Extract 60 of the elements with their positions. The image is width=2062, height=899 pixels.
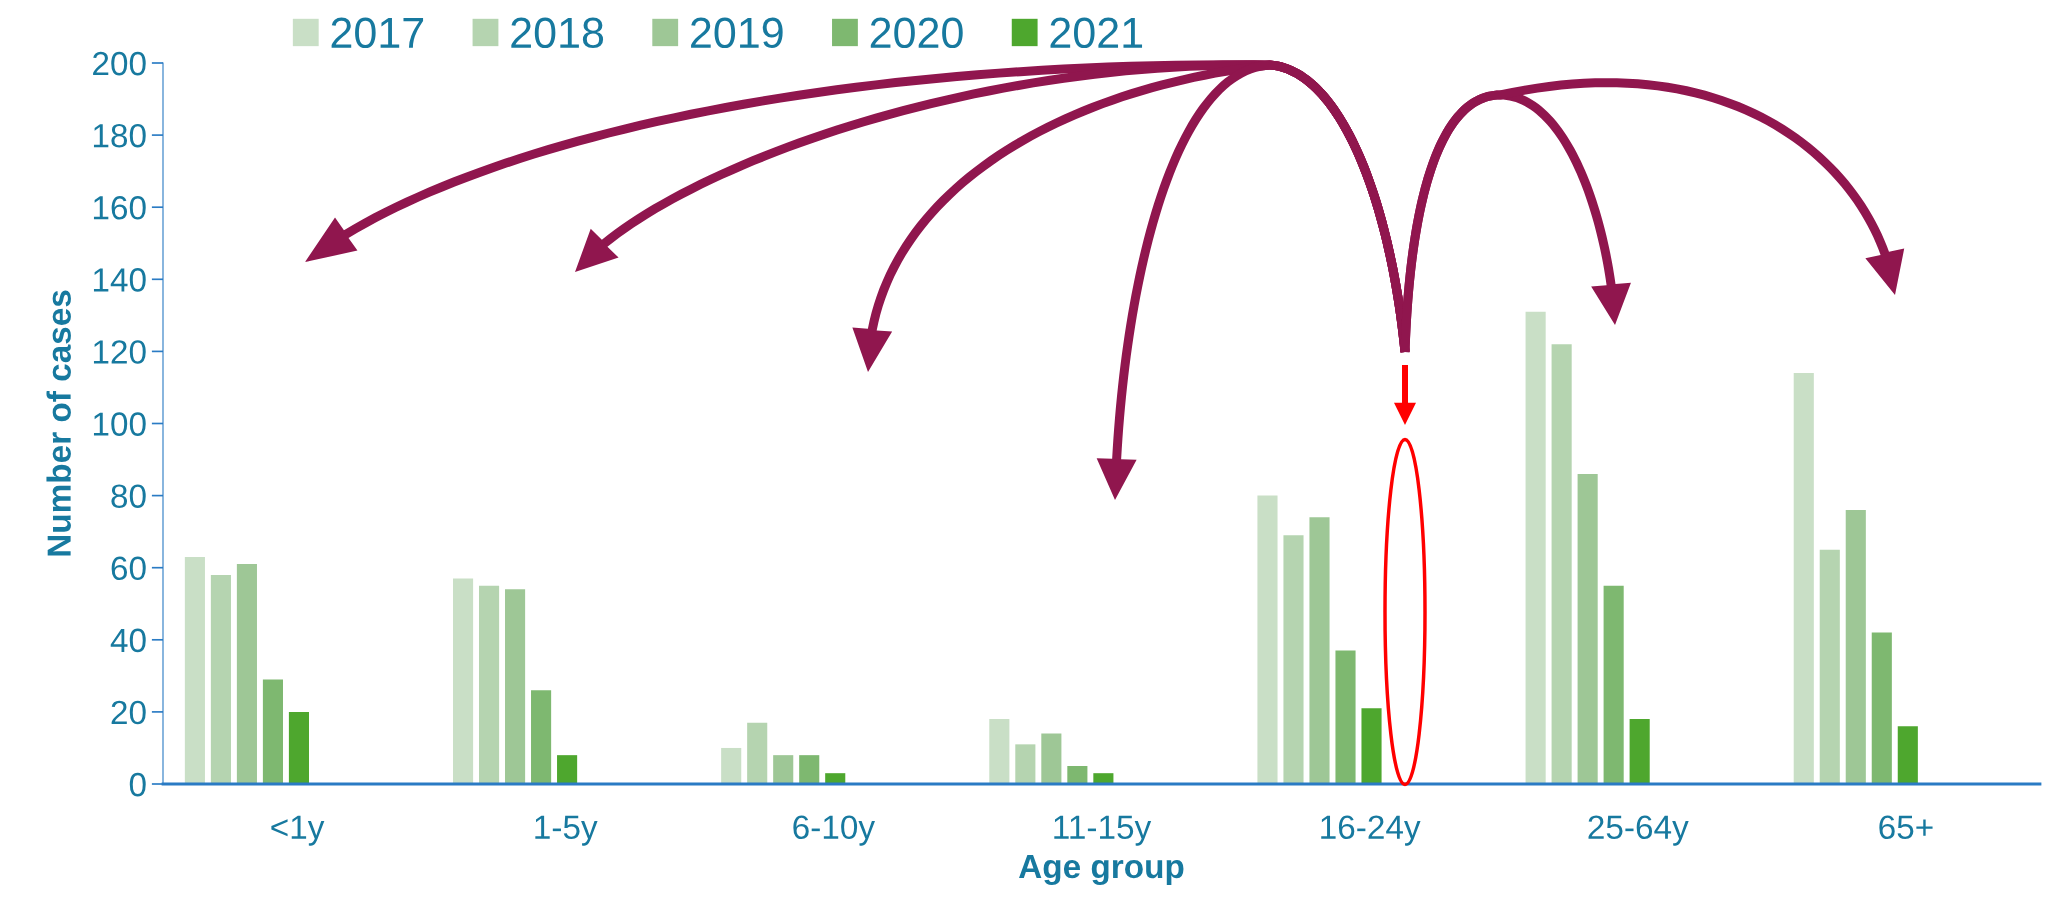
- x-tick-label: 16-24y: [1321, 815, 1421, 846]
- legend-label: 2021: [1050, 17, 1143, 49]
- y-tick-label: 200: [93, 51, 146, 76]
- bar: [721, 747, 742, 784]
- bar: [479, 585, 500, 784]
- bar: [505, 589, 526, 784]
- bar: [236, 564, 257, 784]
- y-axis-title: Number of cases: [46, 290, 71, 556]
- bar: [184, 556, 205, 784]
- bar: [989, 719, 1010, 784]
- y-tick-label: 100: [93, 412, 146, 436]
- bar: [747, 722, 768, 784]
- bar: [531, 690, 552, 784]
- bar: [1551, 344, 1572, 784]
- bar: [825, 773, 846, 784]
- legend-label: 2019: [691, 17, 783, 49]
- bar: [453, 578, 474, 784]
- bar: [1015, 744, 1036, 784]
- y-tick-label: 20: [111, 700, 146, 725]
- y-tick-label: 160: [93, 196, 146, 220]
- bar: [1819, 549, 1840, 784]
- bar: [210, 574, 231, 784]
- bar: [1335, 650, 1356, 784]
- bar: [1067, 765, 1088, 784]
- bar: [1309, 517, 1330, 784]
- bar: [1257, 495, 1278, 784]
- bar: [1361, 708, 1382, 784]
- y-tick-label: 180: [93, 123, 146, 148]
- y-tick-label: 60: [111, 556, 146, 581]
- bar: [1871, 632, 1892, 784]
- bar: [1603, 585, 1624, 784]
- legend-label: 2020: [870, 17, 963, 49]
- bar: [1041, 733, 1062, 784]
- bar: [1577, 473, 1598, 784]
- x-tick-label: 11-15y: [1054, 815, 1152, 846]
- bar: [799, 755, 820, 784]
- bar: [1093, 773, 1114, 784]
- x-tick-label: <1y: [271, 815, 325, 846]
- bar: [1283, 535, 1304, 784]
- y-tick-label: 40: [110, 628, 146, 653]
- bar: [1897, 726, 1918, 784]
- x-tick-label: 1-5y: [535, 815, 598, 846]
- bar: [262, 679, 283, 784]
- x-axis-title: Age group: [1019, 855, 1184, 886]
- bar: [1845, 510, 1866, 784]
- bar: [1629, 719, 1650, 784]
- bar: [1793, 373, 1814, 784]
- y-tick-label: 140: [93, 268, 146, 292]
- legend-label: 2018: [511, 17, 604, 49]
- y-tick-label: 120: [93, 340, 146, 364]
- legend-label: 2017: [331, 17, 424, 49]
- y-tick-label: 0: [129, 772, 146, 797]
- bar: [773, 755, 794, 784]
- x-tick-label: 6-10y: [793, 815, 875, 846]
- y-tick-label: 80: [111, 484, 146, 509]
- bar: [557, 755, 578, 784]
- bar: [288, 711, 309, 784]
- bar: [1525, 311, 1546, 784]
- x-tick-label: 65+: [1879, 815, 1933, 840]
- x-tick-label: 25-64y: [1588, 815, 1689, 846]
